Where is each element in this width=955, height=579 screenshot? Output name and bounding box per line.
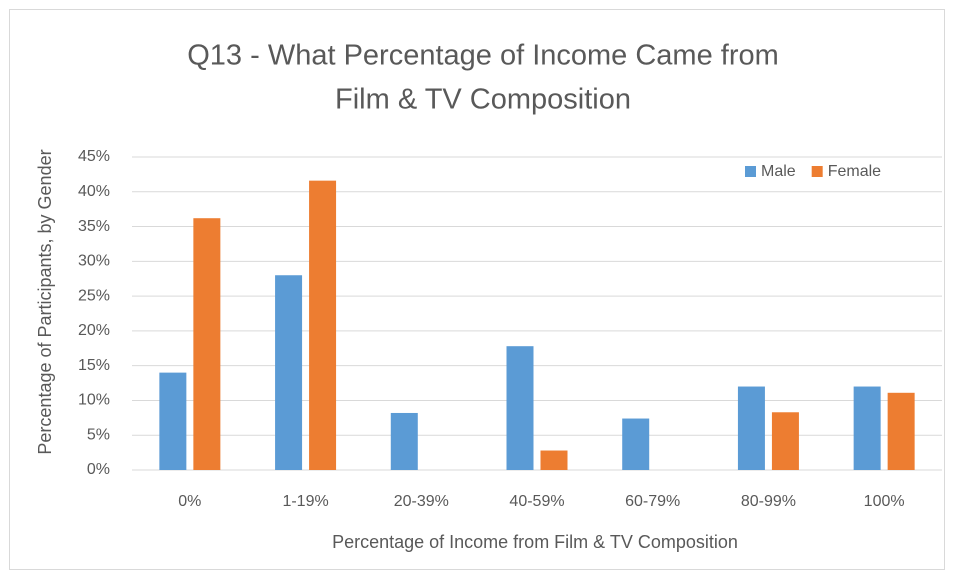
bar (275, 275, 303, 470)
bar (309, 180, 337, 470)
y-tick-label: 15% (78, 357, 110, 374)
y-tick-label: 30% (78, 253, 110, 270)
legend-swatch (811, 166, 823, 177)
x-tick-label: 100% (864, 493, 905, 510)
bar (737, 386, 765, 470)
bar (622, 418, 650, 470)
y-tick-label: 0% (87, 461, 110, 478)
y-tick-label: 25% (78, 287, 110, 304)
bar (771, 412, 799, 470)
x-tick-label: 20-39% (394, 493, 449, 510)
chart-title: Film & TV Composition (335, 84, 631, 116)
y-tick-label: 5% (87, 426, 110, 443)
y-tick-label: 40% (78, 183, 110, 200)
x-axis-label: Percentage of Income from Film & TV Comp… (332, 532, 738, 552)
y-axis-label: Percentage of Participants, by Gender (35, 149, 55, 454)
legend-swatch (745, 166, 756, 177)
x-tick-label: 80-99% (741, 493, 796, 510)
bar (540, 450, 568, 470)
x-tick-label: 60-79% (625, 493, 680, 510)
x-tick-label: 40-59% (509, 493, 564, 510)
bar (390, 412, 418, 470)
bar (506, 346, 534, 470)
x-tick-label: 0% (178, 493, 201, 510)
bar (853, 386, 881, 470)
bar (193, 218, 221, 470)
chart-title: Q13 - What Percentage of Income Came fro… (187, 40, 779, 72)
legend-label: Female (828, 163, 881, 180)
bar (159, 372, 187, 470)
bar (887, 392, 915, 470)
chart-border (9, 9, 945, 570)
x-tick-label: 1-19% (282, 493, 328, 510)
y-tick-label: 45% (78, 148, 110, 165)
y-tick-label: 35% (78, 218, 110, 235)
legend-label: Male (761, 163, 796, 180)
y-tick-label: 20% (78, 322, 110, 339)
y-tick-label: 10% (78, 392, 110, 409)
